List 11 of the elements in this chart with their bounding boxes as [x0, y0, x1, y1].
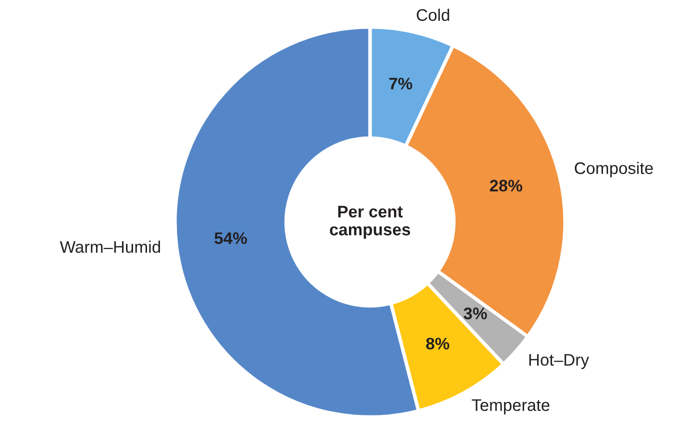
- data-label: 3%: [464, 308, 487, 320]
- slice-label: Composite: [574, 162, 653, 178]
- data-label: 7%: [389, 78, 412, 90]
- slice-label: Hot–Dry: [529, 354, 590, 370]
- data-label: 28%: [490, 180, 522, 192]
- data-label: 8%: [426, 338, 450, 350]
- data-label: 54%: [214, 232, 247, 244]
- slice-label: Warm–Humid: [60, 240, 160, 253]
- text: Per cent campuses: [330, 206, 410, 239]
- slice-label: Cold: [416, 8, 450, 21]
- slice-label: Temperate: [472, 399, 550, 414]
